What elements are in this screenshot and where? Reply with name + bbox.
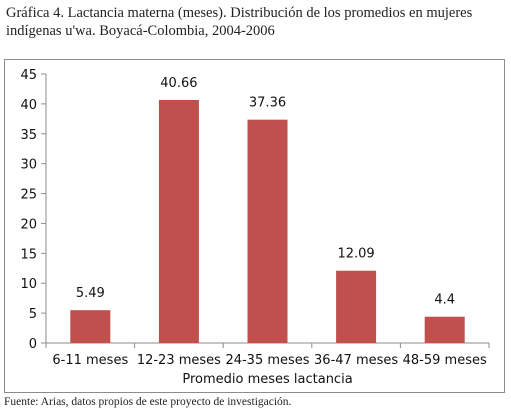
y-tick-label: 30 [20, 158, 37, 173]
y-tick-label: 10 [20, 277, 37, 292]
y-tick-label: 15 [20, 247, 37, 262]
data-label: 4.4 [434, 293, 455, 308]
bar [158, 99, 199, 343]
bar [336, 270, 377, 343]
source-note: Fuente: Arias, datos propios de este pro… [4, 396, 292, 408]
bar [424, 316, 465, 343]
x-tick-label: 6-11 meses [52, 353, 128, 368]
y-tick-label: 25 [20, 188, 37, 203]
bar [247, 119, 288, 343]
x-tick-label: 48-59 meses [403, 353, 487, 368]
data-label: 5.49 [76, 286, 105, 301]
figure-caption: Gráfica 4. Lactancia materna (meses). Di… [6, 5, 473, 39]
bar-chart: 0 5 10 15 20 25 30 35 40 45 5.49 6-11 meses 40.66 12-… [20, 68, 490, 387]
bar [70, 310, 111, 343]
y-tick-label: 0 [29, 337, 37, 352]
chart-frame: 0 5 10 15 20 25 30 35 40 45 5.49 6-11 meses 40.66 12-… [4, 59, 505, 393]
data-label: 40.66 [160, 76, 197, 91]
y-tick-label: 20 [20, 217, 37, 232]
y-tick-label: 45 [20, 68, 37, 83]
y-tick-label: 5 [29, 307, 37, 322]
x-axis-label: Promedio meses lactancia [182, 372, 352, 387]
y-tick-label: 35 [20, 128, 37, 143]
x-tick-label: 36-47 meses [314, 353, 398, 368]
x-tick-label: 24-35 meses [225, 353, 309, 368]
x-tick-label: 12-23 meses [137, 353, 221, 368]
data-label: 37.36 [249, 96, 286, 111]
y-tick-label: 40 [20, 98, 37, 113]
data-label: 12.09 [337, 247, 374, 262]
